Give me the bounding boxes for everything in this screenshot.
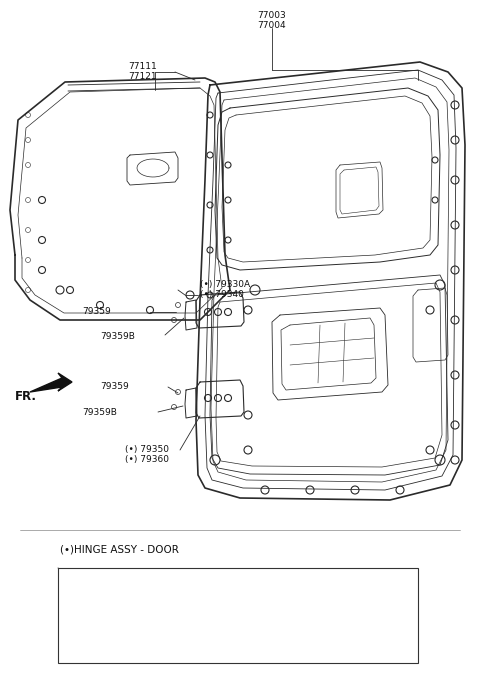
Text: (•) 79350
(•) 79360: (•) 79350 (•) 79360	[125, 445, 169, 464]
Text: LWR: LWR	[329, 579, 351, 589]
Text: 79359: 79359	[100, 382, 129, 391]
Text: RH: RH	[78, 642, 93, 652]
Text: 77003
77004: 77003 77004	[257, 11, 286, 31]
Text: 79340-2B020: 79340-2B020	[153, 642, 223, 652]
Text: UPR: UPR	[178, 579, 198, 589]
Text: 79360-2B020: 79360-2B020	[305, 642, 375, 652]
Text: 77111
77121: 77111 77121	[128, 62, 157, 81]
Text: 79359B: 79359B	[82, 408, 117, 417]
Bar	[58, 568, 418, 663]
Text: FR.: FR.	[15, 389, 37, 402]
Text: 79350-2B020: 79350-2B020	[305, 610, 375, 621]
Text: (•)HINGE ASSY - DOOR: (•)HINGE ASSY - DOOR	[60, 545, 179, 555]
Polygon shape	[30, 373, 72, 392]
Text: LH: LH	[79, 610, 92, 621]
Text: 79359: 79359	[82, 307, 111, 316]
Text: 79359B: 79359B	[100, 332, 135, 341]
Text: 79330-2B020: 79330-2B020	[153, 610, 223, 621]
Text: (•) 79330A
(•) 79340: (•) 79330A (•) 79340	[200, 280, 250, 299]
